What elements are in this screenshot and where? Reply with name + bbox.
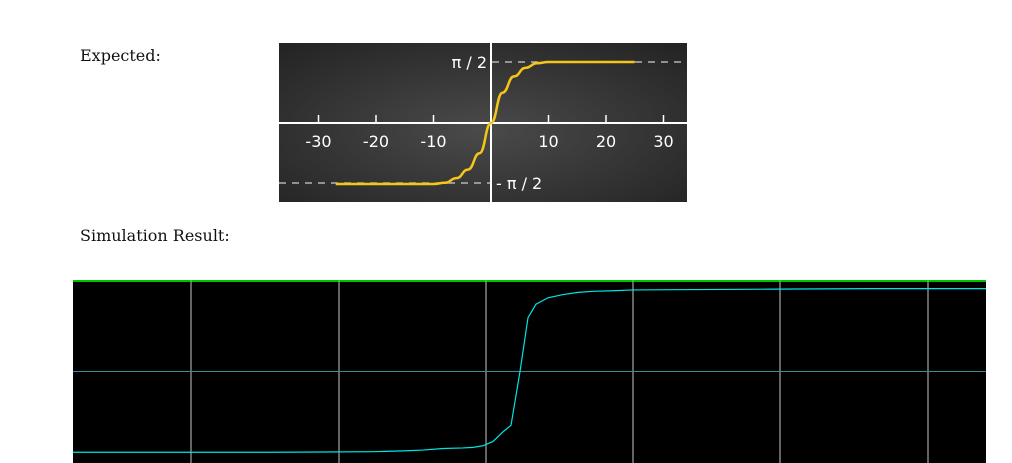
x-tick-label: -20 xyxy=(363,132,389,151)
x-tick-label: -10 xyxy=(420,132,446,151)
simulation-waveform xyxy=(73,288,986,453)
minus-pi-over-two-label: - π / 2 xyxy=(496,174,542,193)
expected-sigmoid-curve xyxy=(335,60,635,186)
simulation-result-label: Simulation Result: xyxy=(80,226,230,245)
x-tick-label: -30 xyxy=(305,132,331,151)
x-tick-label: 30 xyxy=(653,132,673,151)
expected-label: Expected: xyxy=(80,46,161,65)
expected-chart: -30 -20 -10 10 20 30 π / 2 - π / 2 xyxy=(279,43,687,202)
x-tick-label: 10 xyxy=(538,132,558,151)
pi-over-two-label: π / 2 xyxy=(452,53,487,72)
simulation-chart xyxy=(73,280,986,463)
x-tick-label: 20 xyxy=(596,132,616,151)
